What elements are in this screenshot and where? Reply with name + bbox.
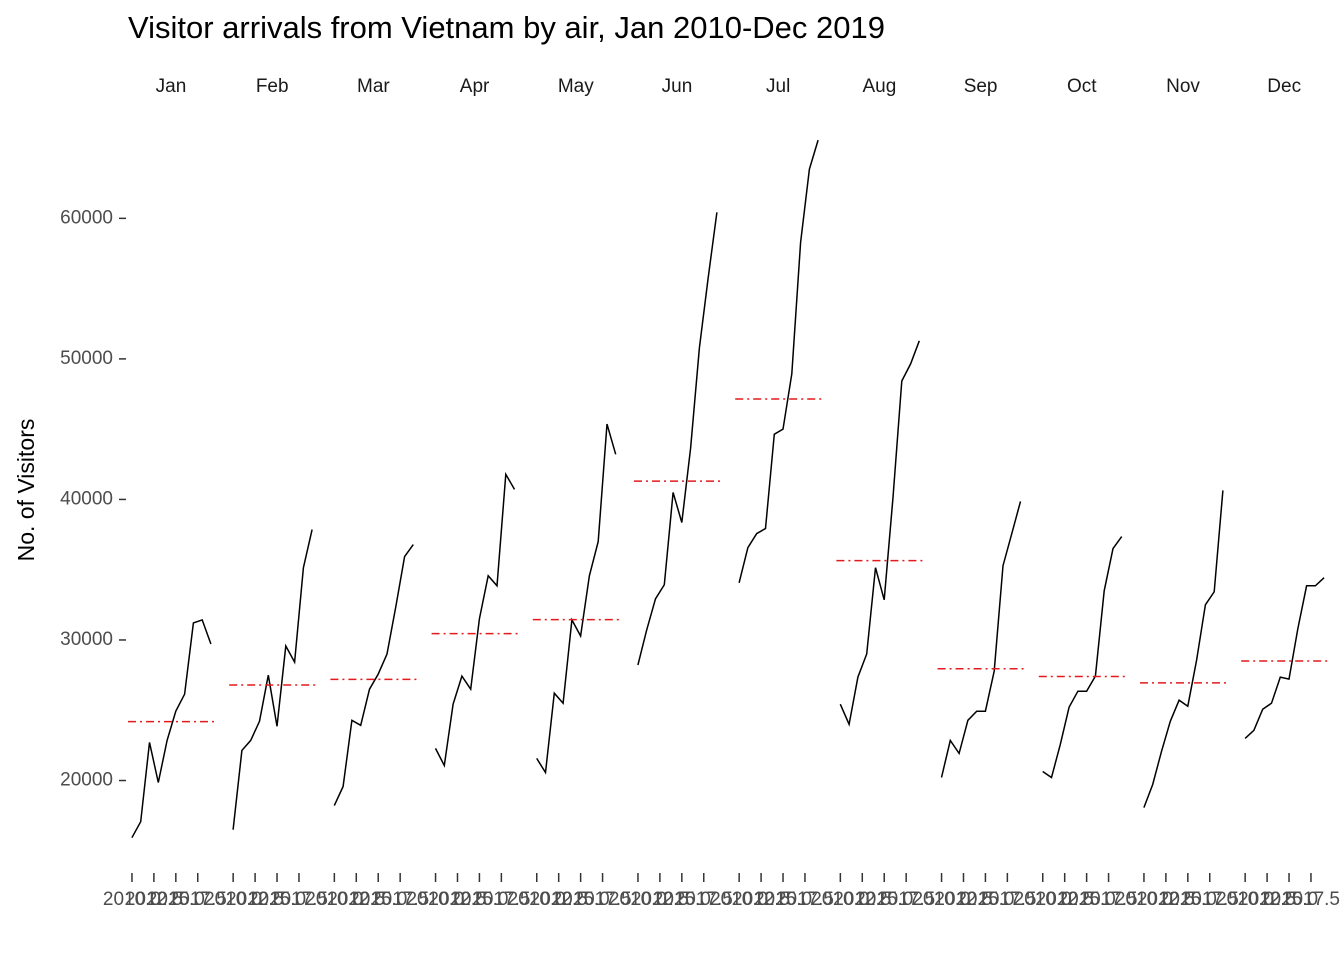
y-tick-label: 50000 xyxy=(60,348,113,369)
x-tick-label: 2012.5 xyxy=(428,889,486,910)
subseries-line xyxy=(839,340,921,727)
x-tick-label: 2017.5 xyxy=(1181,889,1239,910)
x-tick-label: 2010.0 xyxy=(912,889,970,910)
facet-label: Dec xyxy=(1267,76,1301,97)
subseries-line xyxy=(1143,490,1224,808)
x-tick-label: 2012.5 xyxy=(125,889,183,910)
x-tick-label: 2017.5 xyxy=(1282,889,1340,910)
y-axis-label: No. of Visitors xyxy=(13,419,39,562)
x-tick-label: 2017.5 xyxy=(371,889,429,910)
x-tick-label: 2015.0 xyxy=(1159,889,1217,910)
x-tick-label: 2015.0 xyxy=(653,889,711,910)
facet-label: Feb xyxy=(256,76,289,97)
x-tick-label: 2010.0 xyxy=(103,889,161,910)
x-tick-label: 2012.5 xyxy=(631,889,689,910)
x-tick-label: 2010.0 xyxy=(305,889,363,910)
x-tick-label: 2012.5 xyxy=(833,889,891,910)
subseries-line xyxy=(738,139,819,583)
facet-label: Apr xyxy=(460,76,490,97)
subseries-line xyxy=(232,529,313,830)
subseries-line xyxy=(637,212,718,666)
facet-label: Oct xyxy=(1067,76,1097,97)
facet-label: Jan xyxy=(156,76,187,97)
x-tick-label: 2010.0 xyxy=(609,889,667,910)
subseries-line xyxy=(940,501,1022,778)
x-tick-label: 2010.0 xyxy=(508,889,566,910)
facet-label: Mar xyxy=(357,76,390,97)
x-tick-label: 2017.5 xyxy=(169,889,227,910)
x-tick-label: 2015.0 xyxy=(147,889,205,910)
x-tick-label: 2010.0 xyxy=(406,889,464,910)
subseries-line xyxy=(1042,536,1123,779)
x-tick-label: 2015.0 xyxy=(1058,889,1116,910)
x-tick-label: 2010.0 xyxy=(204,889,262,910)
subseries-line xyxy=(434,471,516,768)
x-tick-label: 2015.0 xyxy=(956,889,1014,910)
x-tick-label: 2012.5 xyxy=(226,889,284,910)
x-tick-label: 2012.5 xyxy=(1036,889,1094,910)
facet-label: Sep xyxy=(964,76,998,97)
x-tick-label: 2010.0 xyxy=(710,889,768,910)
y-tick-label: 30000 xyxy=(60,629,113,650)
x-tick-label: 2012.5 xyxy=(530,889,588,910)
x-tick-label: 2010.0 xyxy=(1014,889,1072,910)
subseries-line xyxy=(536,423,617,775)
x-tick-label: 2015.0 xyxy=(349,889,407,910)
x-tick-label: 2015.0 xyxy=(248,889,306,910)
facet-label: Jul xyxy=(766,76,790,97)
subseries-line xyxy=(131,618,212,839)
x-tick-label: 2017.5 xyxy=(472,889,530,910)
x-tick-label: 2017.5 xyxy=(270,889,328,910)
x-tick-label: 2012.5 xyxy=(327,889,385,910)
facet-label: Nov xyxy=(1166,76,1200,97)
y-tick-label: 40000 xyxy=(60,488,113,509)
facet-label: Aug xyxy=(862,76,896,97)
y-tick-label: 60000 xyxy=(60,207,113,228)
subseries-line xyxy=(1244,577,1325,739)
x-tick-label: 2012.5 xyxy=(1238,889,1296,910)
x-tick-label: 2015.0 xyxy=(552,889,610,910)
x-tick-label: 2010.0 xyxy=(1115,889,1173,910)
x-tick-label: 2017.5 xyxy=(574,889,632,910)
x-tick-label: 2017.5 xyxy=(1080,889,1138,910)
subseries-line xyxy=(333,544,414,806)
x-tick-label: 2015.0 xyxy=(450,889,508,910)
x-tick-label: 2017.5 xyxy=(776,889,834,910)
y-tick-label: 20000 xyxy=(60,770,113,791)
x-tick-label: 2012.5 xyxy=(1137,889,1195,910)
x-tick-label: 2017.5 xyxy=(877,889,935,910)
chart-title: Visitor arrivals from Vietnam by air, Ja… xyxy=(128,10,885,45)
x-tick-label: 2012.5 xyxy=(732,889,790,910)
x-tick-label: 2017.5 xyxy=(978,889,1036,910)
x-tick-label: 2015.0 xyxy=(754,889,812,910)
x-tick-label: 2010.0 xyxy=(811,889,869,910)
x-tick-label: 2012.5 xyxy=(934,889,992,910)
x-tick-label: 2017.5 xyxy=(675,889,733,910)
facet-label: May xyxy=(558,76,594,97)
facet-label: Jun xyxy=(662,76,693,97)
x-tick-label: 2010.0 xyxy=(1216,889,1274,910)
x-tick-label: 2015.0 xyxy=(855,889,913,910)
x-tick-label: 2015.0 xyxy=(1260,889,1318,910)
